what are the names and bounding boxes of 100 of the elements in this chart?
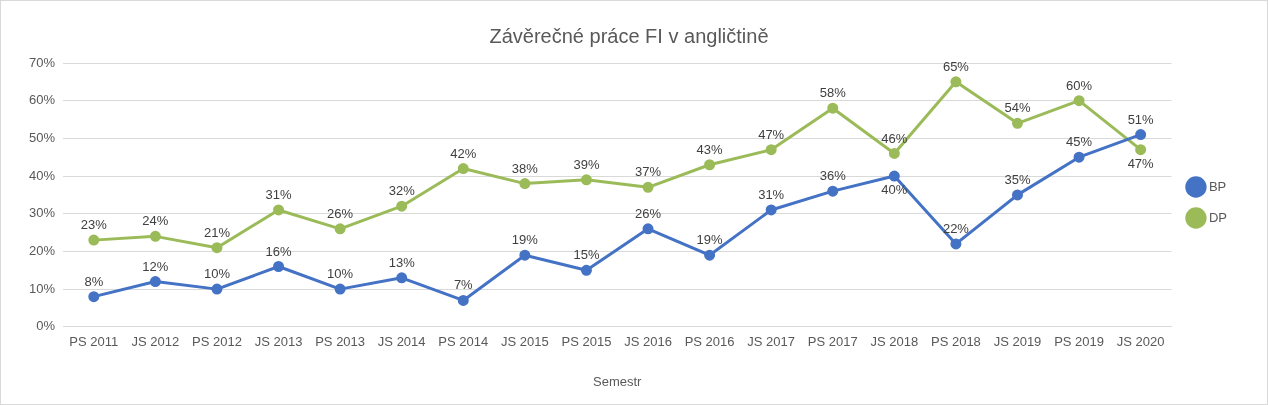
point — [1135, 144, 1147, 156]
data-label: 13% — [388, 254, 416, 270]
data-label: 31% — [265, 187, 292, 203]
data-label: 23% — [80, 217, 108, 233]
point — [88, 291, 100, 303]
point — [950, 238, 962, 250]
y-tick-label: 20% — [28, 243, 56, 259]
point — [211, 242, 223, 254]
point — [950, 76, 962, 88]
data-label: 8% — [84, 273, 104, 289]
data-label: 31% — [758, 187, 785, 203]
x-tick-label: JS 2020 — [1116, 334, 1165, 350]
data-label: 24% — [142, 213, 169, 229]
data-label: 26% — [327, 205, 354, 221]
data-label: 40% — [881, 182, 908, 198]
data-label: 42% — [450, 145, 477, 161]
data-label: 36% — [819, 168, 847, 184]
point — [580, 264, 592, 276]
y-tick-label: 10% — [28, 280, 56, 296]
data-label: 60% — [1066, 77, 1093, 93]
point — [211, 283, 223, 295]
data-label: 10% — [203, 266, 231, 282]
point — [1011, 189, 1023, 201]
data-label: 38% — [511, 160, 539, 176]
legend-label: BP — [1208, 178, 1227, 194]
point — [334, 283, 346, 295]
data-label: 22% — [942, 220, 970, 236]
data-label: 19% — [511, 232, 539, 248]
point — [1135, 129, 1147, 141]
data-label: 19% — [696, 232, 724, 248]
data-label: 39% — [573, 156, 600, 172]
y-tick-label: 0% — [36, 318, 56, 334]
x-tick-label: PS 2014 — [438, 334, 489, 350]
x-tick-label: JS 2013 — [254, 334, 303, 350]
data-label: 51% — [1127, 111, 1155, 127]
point — [149, 276, 161, 288]
point — [457, 163, 469, 175]
y-tick-label: 70% — [28, 54, 56, 70]
data-label: 37% — [635, 164, 662, 180]
data-label: 43% — [696, 141, 724, 157]
x-axis-title: Semestr — [593, 373, 643, 389]
x-tick-label: PS 2019 — [1054, 334, 1105, 350]
x-tick-label: PS 2018 — [930, 334, 981, 350]
point — [827, 102, 839, 114]
point — [1073, 151, 1085, 163]
x-tick-label: PS 2013 — [315, 334, 366, 350]
x-tick-label: JS 2019 — [993, 334, 1042, 350]
point — [457, 294, 469, 306]
point — [827, 185, 839, 197]
x-tick-label: JS 2016 — [624, 334, 672, 350]
chart-title: Závěrečné práce FI v angličtině — [489, 24, 769, 47]
point — [88, 234, 100, 246]
legend-label: DP — [1208, 209, 1227, 225]
point — [580, 174, 592, 186]
point — [396, 272, 408, 284]
y-tick-label: 30% — [28, 205, 56, 221]
x-tick-label: PS 2012 — [192, 334, 242, 350]
data-label: 7% — [453, 277, 474, 293]
point — [765, 204, 777, 216]
point — [888, 147, 900, 159]
data-label: 58% — [819, 85, 847, 101]
x-tick-label: JS 2012 — [131, 334, 180, 350]
data-label: 15% — [573, 247, 600, 263]
x-tick-label: JS 2014 — [377, 334, 426, 350]
point — [704, 159, 716, 171]
data-label: 10% — [327, 266, 354, 282]
data-label: 47% — [1127, 155, 1155, 171]
data-label: 26% — [635, 205, 662, 221]
data-label: 47% — [758, 126, 785, 142]
data-label: 21% — [203, 224, 231, 240]
point — [888, 170, 900, 182]
point — [1011, 117, 1023, 129]
point — [642, 181, 654, 193]
x-tick-label: JS 2017 — [747, 334, 796, 350]
point — [642, 223, 654, 235]
y-tick-label: 40% — [28, 167, 56, 183]
point — [334, 223, 346, 235]
data-label: 16% — [265, 243, 292, 259]
point — [704, 249, 716, 261]
y-tick-label: 50% — [28, 129, 56, 145]
x-tick-label: PS 2011 — [69, 334, 119, 350]
data-label: 65% — [942, 58, 970, 74]
point — [519, 249, 531, 261]
point — [273, 261, 285, 272]
point — [765, 144, 777, 156]
point — [273, 204, 285, 216]
point — [396, 200, 408, 212]
data-label: 12% — [142, 258, 169, 274]
x-tick-label: JS 2018 — [870, 334, 919, 350]
x-tick-label: PS 2017 — [807, 334, 858, 350]
point — [1073, 95, 1085, 107]
data-label: 54% — [1004, 100, 1031, 116]
data-label: 32% — [388, 183, 416, 199]
point — [519, 178, 531, 190]
x-tick-label: JS 2015 — [501, 334, 549, 350]
x-tick-label: PS 2015 — [561, 334, 612, 350]
data-label: 45% — [1066, 134, 1093, 150]
point — [149, 230, 161, 242]
data-label: 35% — [1004, 171, 1031, 187]
data-label: 46% — [881, 130, 908, 146]
